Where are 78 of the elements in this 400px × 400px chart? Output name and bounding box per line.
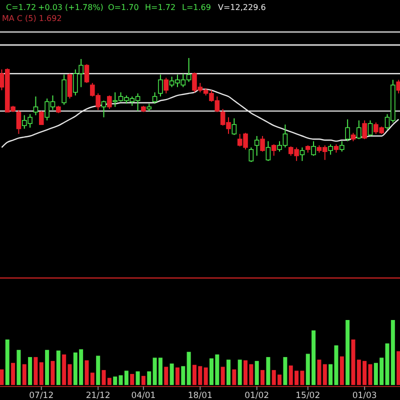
candlestick [33,96,38,116]
bar [164,366,168,385]
text: C=1.72 [6,3,36,12]
candlestick [311,140,316,156]
text: H=1.72 [145,3,176,12]
text: V=12,229.6 [218,3,266,12]
bar [283,357,288,385]
x-tick-label: 01/02 [244,391,270,400]
candlestick [62,74,66,106]
bar [266,357,270,385]
candlestick [67,73,72,100]
bar [220,366,225,385]
candlestick [271,144,276,156]
bar [141,376,146,385]
candlestick [158,74,163,97]
bar [346,320,350,385]
candlestick [362,120,367,140]
bar [147,371,152,385]
bar [11,362,16,385]
candlestick [266,140,271,162]
bar [181,366,186,385]
bar [28,357,32,385]
bar [22,364,26,385]
bar [368,364,372,385]
bar [260,370,265,385]
candlestick [300,146,305,162]
candlestick [107,94,112,110]
bar [130,374,134,385]
bar [34,357,38,385]
bar [39,362,44,385]
candlestick [101,100,106,118]
candlestick [38,110,44,126]
x-tick-label: 21/12 [86,391,110,400]
candlestick [345,118,350,142]
bar [254,360,259,385]
bar [136,371,140,385]
bar [186,352,191,385]
bar [322,364,327,385]
candlestick [84,64,90,84]
bar [351,340,356,385]
text: O=1.70 [108,3,139,12]
bar [113,376,118,385]
candlestick [152,92,158,104]
x-tick-label: 15/02 [296,391,320,400]
bar [5,340,10,385]
candlestick [340,140,344,152]
bar [226,360,230,385]
text: MA C (5) 1.692 [2,14,62,23]
x-tick-label: 04/01 [131,391,156,400]
candlestick [164,77,169,94]
bar [50,360,55,385]
candlestick [356,120,362,140]
text: +0.03 (+1.78%) [38,3,104,12]
bar [16,350,21,385]
bar [238,360,242,385]
bar [396,351,400,385]
bar [317,360,322,385]
candlestick [368,120,373,136]
bar [170,364,174,385]
candlestick [248,146,254,162]
bar [56,350,60,385]
x-tick-label: 18/01 [188,391,212,400]
x-tick-label: 01/03 [352,391,377,400]
candlestick [328,144,333,156]
x-tick-label: 07/12 [29,391,54,400]
bar [340,356,344,385]
candlestick [260,136,265,152]
bar [175,367,180,385]
candlestick [232,118,237,136]
bar [45,350,50,385]
bar [232,369,236,385]
bar [96,356,100,385]
candlestick [16,110,22,134]
bar [204,367,208,385]
text: L=1.69 [182,3,211,12]
candlestick [396,79,400,94]
bar [0,369,4,385]
candlestick [254,136,260,156]
